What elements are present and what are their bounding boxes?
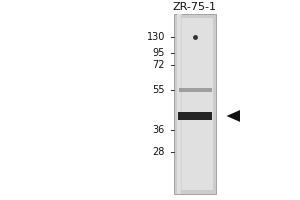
Text: 95: 95 xyxy=(153,48,165,58)
Bar xyxy=(177,14,181,194)
Bar xyxy=(178,88,212,92)
Bar xyxy=(174,14,216,194)
Bar xyxy=(178,112,212,120)
Text: 28: 28 xyxy=(153,147,165,157)
Text: 36: 36 xyxy=(153,125,165,135)
Bar xyxy=(177,14,180,194)
Text: 130: 130 xyxy=(147,32,165,42)
Bar xyxy=(177,14,182,194)
Text: 55: 55 xyxy=(152,85,165,95)
Bar xyxy=(177,14,181,194)
Bar xyxy=(177,14,182,194)
Bar xyxy=(177,14,181,194)
Polygon shape xyxy=(226,110,240,122)
Bar xyxy=(177,14,182,194)
Bar xyxy=(177,14,180,194)
Text: 72: 72 xyxy=(152,60,165,70)
Bar xyxy=(177,14,181,194)
Text: ZR-75-1: ZR-75-1 xyxy=(173,2,217,12)
Bar xyxy=(177,14,182,194)
Bar xyxy=(177,18,213,190)
